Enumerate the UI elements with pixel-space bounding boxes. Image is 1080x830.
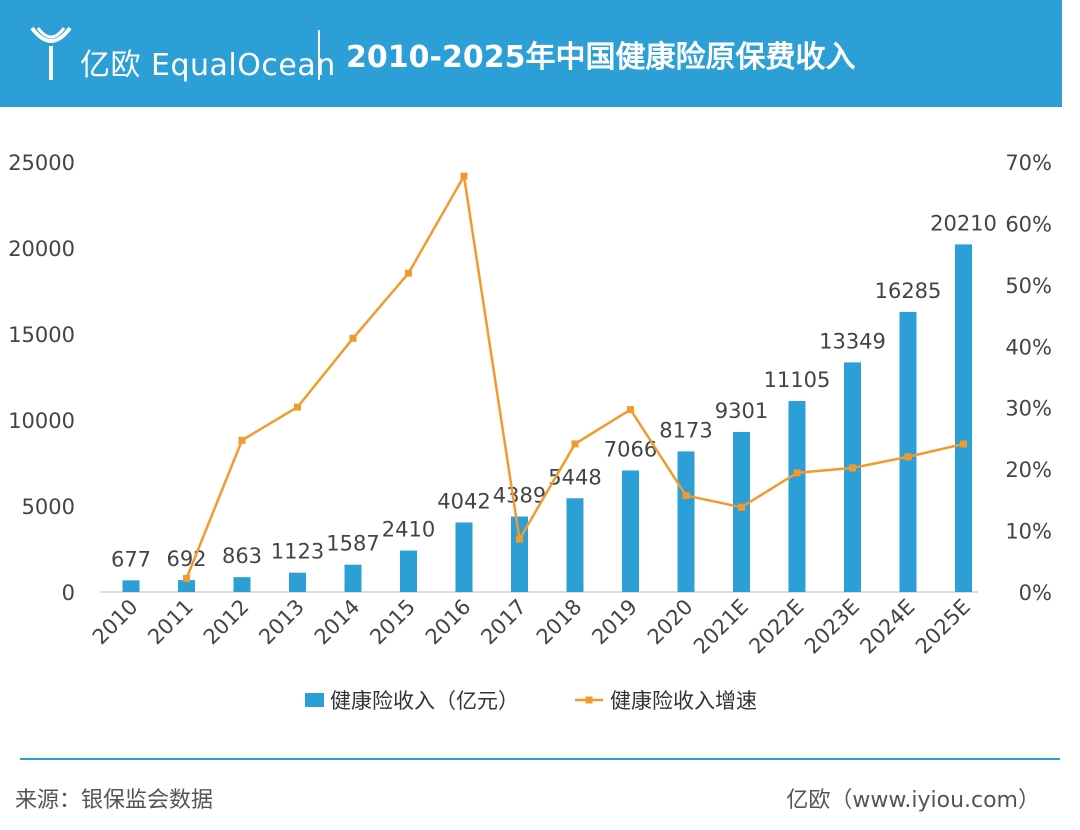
x-tick-label: 2022E [744, 595, 808, 659]
bar-value-label: 677 [111, 547, 151, 571]
x-tick-label: 2016 [421, 595, 476, 650]
legend-line-marker [585, 696, 593, 704]
left-tick-label: 0 [62, 581, 75, 605]
left-tick-label: 20000 [8, 237, 75, 261]
bar [455, 522, 473, 592]
chart-legend: 健康险收入（亿元） 健康险收入增速 [305, 689, 757, 713]
growth-point [960, 440, 967, 448]
chart-axes: 0 5000 10000 15000 20000 25000 0% 10% 20% 30% 40% 5… [8, 151, 1052, 605]
growth-point [571, 440, 579, 448]
legend-line-label: 健康险收入增速 [610, 689, 757, 713]
left-tick-label: 15000 [8, 323, 75, 347]
right-tick-label: 10% [1005, 520, 1052, 544]
bar-series [122, 244, 972, 592]
bar-value-label: 11105 [764, 368, 831, 392]
bar [733, 432, 750, 592]
bar [677, 451, 695, 592]
bar [511, 516, 528, 592]
bar-value-label: 4389 [493, 484, 546, 508]
growth-point [627, 406, 634, 414]
x-tick-label: 2025E [911, 595, 975, 659]
bar-value-label: 2410 [382, 518, 435, 542]
right-tick-label: 70% [1005, 151, 1052, 175]
equalocean-logo-icon [30, 26, 72, 80]
growth-point [349, 334, 357, 342]
bar [899, 311, 917, 592]
x-tick-label: 2011 [143, 595, 198, 650]
website-note: 亿欧（www.iyiou.com） [786, 788, 1040, 813]
growth-point [849, 464, 856, 472]
bar-value-label: 1123 [271, 540, 324, 564]
right-tick-label: 40% [1005, 335, 1052, 359]
x-tick-label: 2023E [800, 595, 864, 659]
right-tick-label: 50% [1005, 274, 1052, 298]
bar [622, 470, 639, 592]
bar-value-label: 16285 [875, 279, 942, 303]
left-tick-label: 5000 [22, 495, 75, 519]
bar [344, 564, 362, 592]
bar-value-label: 1587 [326, 532, 379, 556]
line-series [183, 172, 967, 582]
chart-canvas: 0 5000 10000 15000 20000 25000 0% 10% 20% 30% 40% 5… [8, 151, 1052, 713]
x-tick-label: 2015 [365, 595, 420, 650]
bar-value-label: 5448 [548, 465, 601, 489]
source-note: 来源：银保监会数据 [15, 788, 214, 813]
growth-point [738, 503, 745, 511]
right-tick-label: 20% [1005, 458, 1052, 482]
bar-value-label: 863 [222, 544, 262, 568]
growth-point [460, 172, 468, 180]
growth-point [238, 436, 246, 444]
bar-value-label: 13349 [819, 329, 886, 353]
brand-name: 亿欧 EqualOcean [80, 48, 336, 83]
x-tick-label: 2012 [199, 595, 254, 650]
bar-value-label: 20210 [930, 211, 997, 235]
bar [233, 577, 251, 592]
bar-value-label: 692 [166, 547, 206, 571]
chart-title: 2010-2025年中国健康险原保费收入 [346, 40, 856, 75]
bar [844, 362, 861, 592]
x-tick-label: 2010 [88, 595, 143, 650]
growth-point [904, 453, 912, 461]
x-tick-labels: 2010 2011 2012 2013 2014 2015 2016 2017 2018 2019… [88, 595, 975, 659]
x-tick-label: 2017 [476, 595, 531, 650]
growth-point [405, 269, 412, 277]
growth-point [183, 574, 190, 582]
growth-point [793, 469, 801, 477]
bar [788, 400, 806, 592]
x-tick-label: 2013 [254, 595, 309, 650]
bar [289, 572, 306, 592]
left-tick-label: 25000 [8, 151, 75, 175]
bar [955, 244, 972, 592]
header-banner: 亿欧 EqualOcean 2010-2025年中国健康险原保费收入 [0, 0, 1062, 107]
footer-divider [20, 758, 1060, 760]
bar-value-label: 7066 [604, 437, 657, 461]
growth-point [516, 535, 523, 543]
x-tick-label: 2018 [532, 595, 587, 650]
bar [400, 550, 417, 592]
x-tick-label: 2019 [587, 595, 642, 650]
right-tick-label: 30% [1005, 397, 1052, 421]
bar [178, 580, 195, 592]
x-tick-label: 2024E [855, 595, 919, 659]
growth-point [682, 492, 690, 500]
growth-point [294, 403, 301, 411]
bar-value-label: 9301 [715, 399, 768, 423]
bar [566, 498, 584, 592]
x-tick-label: 2021E [689, 595, 753, 659]
left-tick-label: 10000 [8, 409, 75, 433]
bar-value-label: 8173 [659, 418, 712, 442]
x-tick-label: 2014 [310, 595, 365, 650]
bar [122, 580, 140, 592]
header-divider [318, 30, 320, 80]
bar-value-label: 4042 [437, 489, 490, 513]
right-tick-label: 0% [1019, 581, 1052, 605]
legend-bar-label: 健康险收入（亿元） [330, 689, 519, 713]
legend-bar-swatch [305, 693, 324, 707]
right-tick-label: 60% [1005, 212, 1052, 236]
